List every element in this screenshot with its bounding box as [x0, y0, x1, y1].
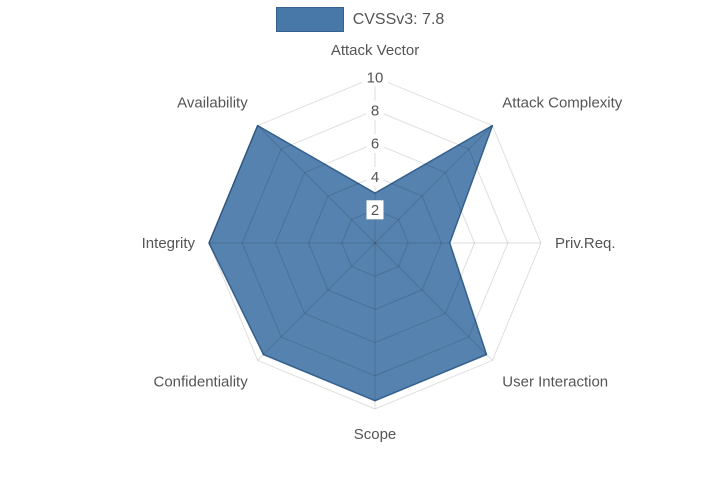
radar-spoke: [374, 242, 493, 361]
tick-backdrop: [366, 200, 384, 220]
axis-label-attack-complexity: Attack Complexity: [502, 95, 623, 112]
tick-backdrop: [362, 67, 388, 87]
tick-label: 6: [371, 136, 379, 153]
tick-label: 10: [367, 69, 384, 86]
radar-grid-ring: [274, 142, 476, 344]
radar-grid-ring: [341, 209, 409, 277]
axis-label-availability: Availability: [177, 95, 248, 112]
axis-label-user-interaction: User Interaction: [502, 373, 608, 390]
tick-label: 8: [371, 102, 379, 119]
tick-label: 2: [371, 202, 379, 219]
radar-grid-ring: [208, 76, 542, 410]
legend-swatch: [275, 7, 344, 32]
radar-grid-ring: [241, 109, 509, 377]
axis-label-priv-req: Priv.Req.: [555, 235, 616, 252]
axis-label-scope: Scope: [354, 426, 397, 443]
radar-spoke: [257, 242, 376, 361]
radar-spoke: [257, 125, 376, 244]
axis-label-attack-vector: Attack Vector: [331, 42, 419, 59]
tick-label: 4: [371, 169, 379, 186]
axis-label-confidentiality: Confidentiality: [154, 373, 249, 390]
legend-item-cvssv3[interactable]: CVSSv3: 7.8: [275, 7, 445, 32]
radar-spoke: [374, 125, 493, 244]
tick-backdrop: [366, 167, 384, 187]
legend-label: CVSSv3: 7.8: [352, 10, 445, 28]
radar-grid-ring: [308, 176, 442, 310]
tick-backdrop: [366, 100, 384, 120]
axis-label-integrity: Integrity: [142, 235, 196, 252]
radar-data-polygon: [208, 124, 494, 402]
legend: CVSSv3: 7.8: [0, 7, 720, 32]
tick-backdrop: [366, 133, 384, 153]
